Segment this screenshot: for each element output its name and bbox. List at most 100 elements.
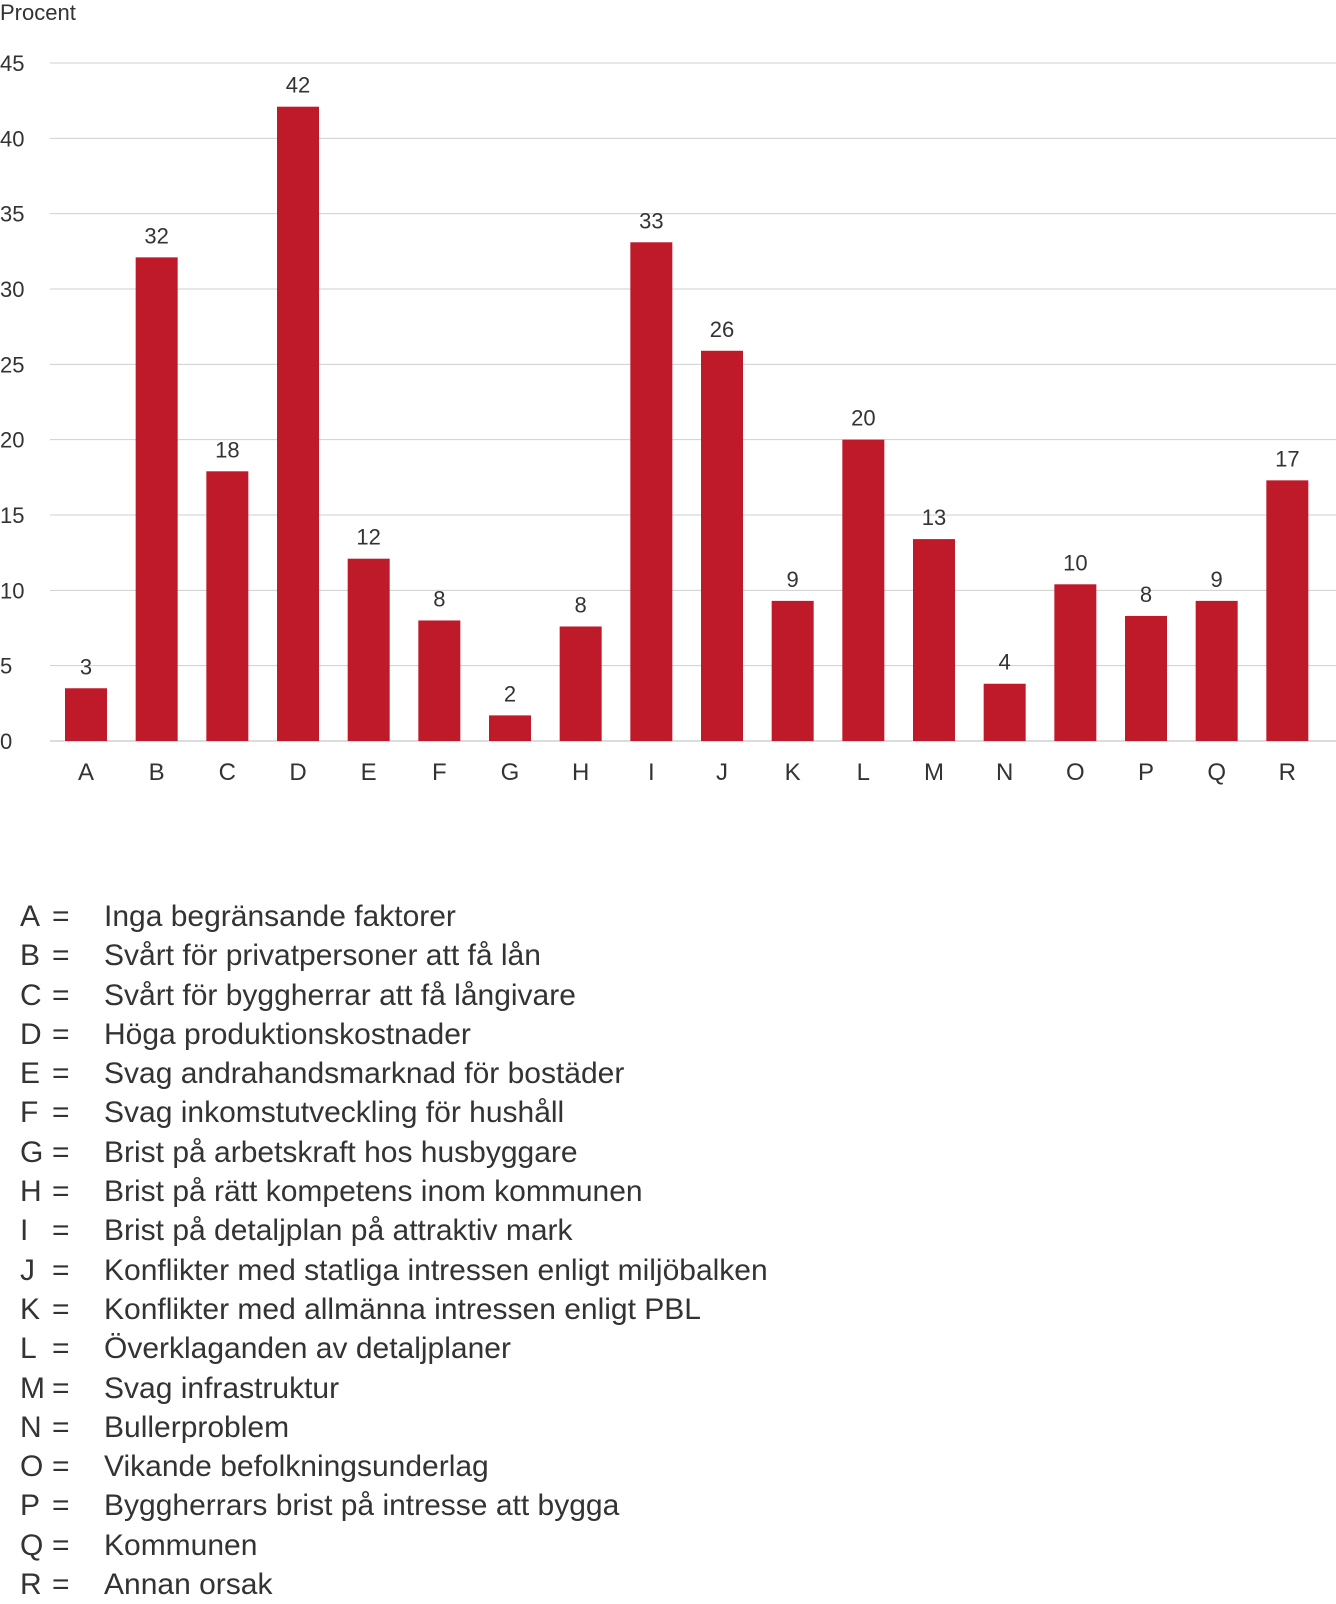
x-tick-label: J [716, 759, 728, 786]
x-tick-label: I [648, 759, 655, 786]
legend-item: Q = Kommunen [20, 1526, 768, 1565]
legend-item: B = Svårt för privatpersoner att få lån [20, 936, 768, 975]
y-tick-label: 25 [0, 352, 24, 377]
data-label: 8 [575, 592, 587, 617]
legend-key: M [20, 1371, 45, 1405]
legend-key: R [20, 1568, 42, 1602]
x-tick-label: F [432, 759, 447, 786]
data-label: 32 [144, 223, 168, 248]
legend-item: R = Annan orsak [20, 1565, 768, 1604]
data-label: 42 [286, 73, 310, 98]
legend-text: Brist på arbetskraft hos husbyggare [104, 1135, 578, 1169]
legend: A = Inga begränsande faktorer B = Svårt för p… [20, 897, 768, 1604]
x-tick-label: K [785, 759, 801, 786]
legend-item: I = Brist på detaljplan på attraktiv mark [20, 1211, 768, 1250]
data-label: 8 [433, 586, 445, 611]
data-label: 17 [1275, 446, 1299, 471]
bar-R [1266, 480, 1309, 741]
bar-B [135, 257, 178, 741]
legend-key: G [20, 1135, 44, 1169]
bar-H [559, 626, 602, 741]
bar-A [65, 688, 107, 741]
bar-C [206, 471, 249, 741]
legend-item: F = Svag inkomstutveckling för hushåll [20, 1093, 768, 1132]
legend-separator: = [52, 1017, 70, 1051]
y-tick-label: 40 [0, 126, 24, 151]
legend-text: Annan orsak [104, 1568, 273, 1602]
y-tick-label: 15 [0, 503, 24, 528]
legend-separator: = [52, 900, 70, 933]
legend-text: Kommunen [104, 1528, 258, 1562]
data-label: 3 [80, 654, 92, 679]
x-axis-ticks: A B C D E F G H I J K L M N O P Q R [78, 759, 1296, 786]
legend-text: Konflikter med allmänna intressen enligt… [104, 1292, 701, 1326]
data-label: 9 [1211, 567, 1223, 592]
x-tick-label: A [78, 759, 94, 786]
legend-separator: = [52, 1371, 70, 1405]
legend-text: Brist på rätt kompetens inom kommunen [104, 1175, 643, 1209]
data-label: 10 [1063, 550, 1087, 575]
legend-item: N = Bullerproblem [20, 1408, 768, 1447]
y-tick-label: 0 [0, 729, 12, 754]
x-tick-label: Q [1207, 759, 1226, 786]
bar-F [418, 620, 461, 741]
bar-P [1125, 615, 1167, 741]
legend-separator: = [52, 1332, 70, 1366]
bar-D [277, 106, 319, 741]
legend-separator: = [52, 978, 70, 1012]
x-tick-label: E [361, 759, 377, 786]
legend-text: Svag infrastruktur [104, 1371, 340, 1405]
legend-item: M = Svag infrastruktur [20, 1369, 768, 1408]
y-axis-label: Procent [0, 0, 76, 25]
legend-key: F [20, 1096, 39, 1130]
x-tick-label: O [1066, 759, 1085, 786]
x-tick-label: L [857, 759, 870, 786]
legend-key: P [20, 1489, 41, 1523]
y-tick-label: 45 [0, 51, 24, 76]
legend-text: Byggherrars brist på intresse att bygga [104, 1489, 620, 1523]
legend-separator: = [52, 1096, 70, 1130]
legend-key: L [20, 1332, 37, 1366]
data-label: 20 [851, 406, 875, 431]
x-tick-label: C [219, 759, 236, 786]
legend-text: Brist på detaljplan på attraktiv mark [104, 1214, 573, 1248]
y-tick-label: 5 [0, 654, 12, 679]
legend-text: Konflikter med statliga intressen enligt… [104, 1253, 768, 1287]
bars [65, 106, 1309, 741]
legend-separator: = [52, 1057, 70, 1091]
y-axis-ticks: 0 5 10 15 20 25 30 35 40 45 [0, 51, 24, 754]
data-label: 26 [710, 317, 734, 342]
legend-separator: = [52, 1568, 70, 1602]
bar-K [771, 600, 814, 741]
x-tick-label: G [501, 759, 520, 786]
legend-item: G = Brist på arbetskraft hos husbyggare [20, 1133, 768, 1172]
bar-O [1054, 584, 1097, 741]
data-label: 12 [356, 525, 380, 550]
legend-key: Q [20, 1528, 44, 1562]
bar-E [347, 558, 390, 741]
bar-I [630, 242, 673, 741]
legend-item: E = Svag andrahandsmarknad för bostäder [20, 1054, 768, 1093]
legend-text: Vikande befolkningsunderlag [104, 1450, 489, 1484]
legend-key: C [20, 978, 42, 1012]
bar-G [489, 715, 531, 741]
legend-text: Överklaganden av detaljplaner [104, 1332, 511, 1366]
x-tick-label: M [924, 759, 944, 786]
legend-text: Svårt för privatpersoner att få lån [104, 939, 541, 973]
gridlines [50, 62, 1336, 742]
legend-separator: = [52, 1489, 70, 1523]
data-label: 8 [1140, 582, 1152, 607]
x-tick-label: H [572, 759, 589, 786]
legend-key: J [20, 1253, 35, 1287]
legend-separator: = [52, 1135, 70, 1169]
data-labels: 3 32 18 42 12 8 2 8 33 26 9 20 13 4 10 8 9 17 [80, 73, 1300, 707]
bar-L [842, 439, 885, 741]
x-tick-label: P [1138, 759, 1154, 786]
legend-item: P = Byggherrars brist på intresse att bygg… [20, 1486, 768, 1525]
data-label: 4 [999, 650, 1011, 675]
bar-Q [1195, 600, 1238, 741]
legend-key: N [20, 1410, 42, 1444]
legend-item: O = Vikande befolkningsunderlag [20, 1447, 768, 1486]
bar-J [701, 350, 743, 741]
